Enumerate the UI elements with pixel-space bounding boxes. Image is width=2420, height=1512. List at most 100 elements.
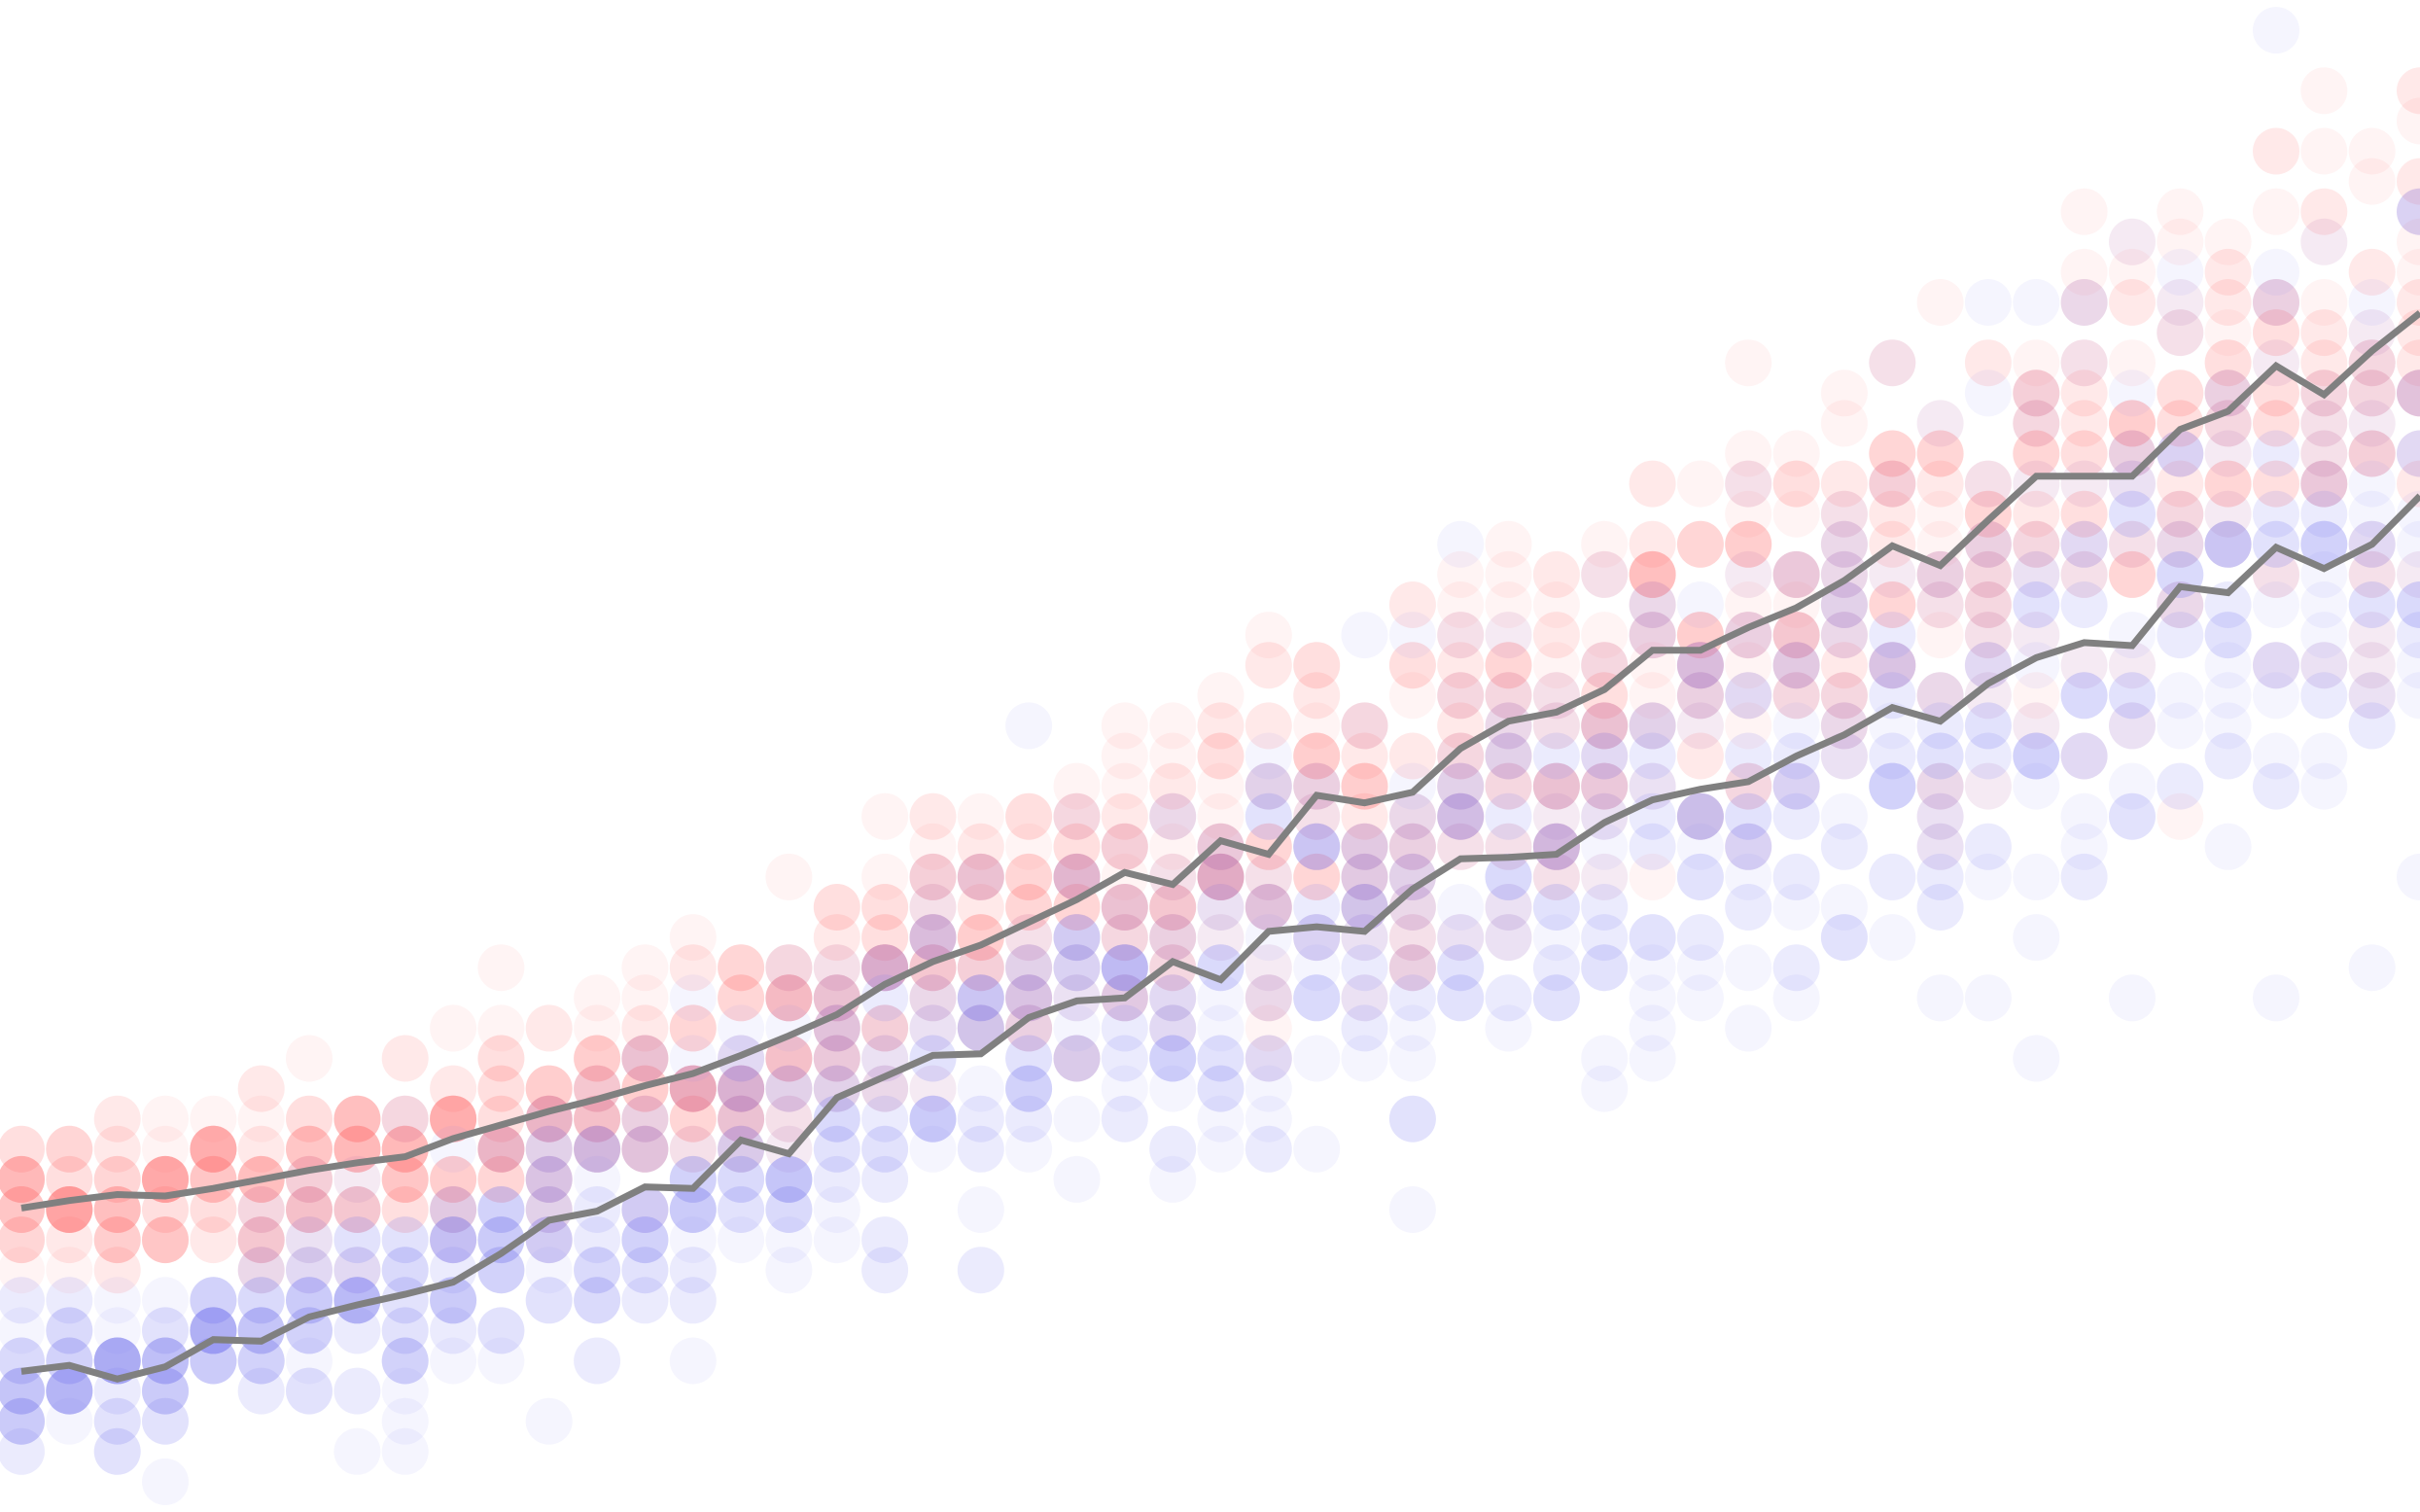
scatter-point	[525, 1277, 573, 1324]
scatter-point	[381, 1035, 429, 1082]
scatter-point	[1581, 1035, 1629, 1082]
scatter-point	[0, 1397, 45, 1445]
scatter-point	[1005, 974, 1053, 1022]
scatter-point	[2060, 430, 2108, 477]
scatter-point	[2157, 369, 2204, 417]
scatter-point	[621, 1216, 669, 1264]
scatter-point	[2060, 430, 2108, 477]
scatter-point	[2204, 339, 2252, 387]
scatter-point	[237, 1337, 285, 1385]
scatter-point	[1629, 672, 1676, 720]
scatter-point	[0, 1427, 45, 1475]
scatter-point	[525, 1065, 573, 1112]
scatter-point	[1581, 702, 1629, 750]
scatter-point	[2109, 520, 2156, 568]
scatter-point	[1916, 490, 1964, 538]
scatter-point	[1388, 823, 1436, 870]
scatter-point	[430, 1186, 477, 1233]
scatter-point	[574, 1216, 621, 1264]
scatter-point	[286, 1247, 333, 1294]
scatter-point	[1293, 974, 1341, 1022]
scatter-point	[1341, 853, 1388, 900]
scatter-point	[957, 823, 1004, 870]
scatter-point	[1101, 1065, 1148, 1112]
scatter-point	[2253, 762, 2299, 810]
scatter-point	[2157, 400, 2204, 447]
scatter-point	[621, 1216, 669, 1264]
scatter-point	[957, 884, 1004, 931]
scatter-point	[2253, 490, 2299, 538]
scatter-point	[2300, 188, 2348, 235]
scatter-point	[1485, 642, 1532, 689]
scatter-point	[1725, 1004, 1772, 1052]
scatter-point	[1916, 672, 1964, 720]
scatter-point	[1485, 581, 1532, 628]
scatter-point	[1101, 944, 1148, 992]
scatter-point	[718, 1125, 765, 1173]
scatter-point	[574, 1216, 621, 1264]
scatter-point	[1101, 944, 1148, 992]
scatter-point	[1485, 762, 1532, 810]
scatter-point	[1245, 1095, 1292, 1143]
scatter-point	[1629, 702, 1676, 750]
scatter-point	[1388, 1035, 1436, 1082]
scatter-point	[1485, 520, 1532, 568]
scatter-point	[0, 1125, 45, 1173]
scatter-point	[1388, 944, 1436, 992]
scatter-point	[957, 823, 1004, 870]
scatter-point	[2109, 642, 2156, 689]
scatter-point	[1725, 550, 1772, 598]
scatter-point	[1772, 612, 1820, 659]
scatter-point	[46, 1367, 93, 1415]
scatter-point	[2300, 672, 2348, 720]
scatter-point	[1341, 944, 1388, 992]
scatter-point	[2109, 762, 2156, 810]
scatter-point	[0, 1367, 45, 1415]
scatter-point	[237, 1216, 285, 1264]
scatter-point	[1869, 762, 1916, 810]
scatter-point	[1676, 520, 1724, 568]
scatter-point	[1437, 792, 1485, 840]
scatter-point	[1725, 823, 1772, 870]
scatter-point	[46, 1216, 93, 1264]
scatter-point	[333, 1095, 381, 1143]
scatter-point	[765, 1065, 813, 1112]
scatter-point	[765, 1065, 813, 1112]
scatter-point	[2157, 702, 2204, 750]
scatter-point	[2397, 67, 2420, 115]
scatter-point	[1629, 702, 1676, 750]
scatter-point	[2013, 914, 2060, 962]
scatter-point	[1869, 642, 1916, 689]
scatter-point	[1485, 732, 1532, 780]
scatter-point	[1916, 792, 1964, 840]
scatter-point	[909, 853, 957, 900]
scatter-point	[1245, 884, 1292, 931]
scatter-point	[1341, 823, 1388, 870]
scatter-point	[1581, 944, 1629, 992]
scatter-point	[1437, 792, 1485, 840]
scatter-point	[2348, 158, 2396, 205]
scatter-point	[861, 1247, 909, 1294]
scatter-point	[2397, 369, 2420, 417]
scatter-point	[2348, 550, 2396, 598]
scatter-point	[718, 1065, 765, 1112]
scatter-point	[2013, 369, 2060, 417]
scatter-point	[1532, 550, 1580, 598]
scatter-point	[1053, 914, 1101, 962]
scatter-point	[430, 1216, 477, 1264]
scatter-point	[142, 1216, 189, 1264]
scatter-point	[1341, 823, 1388, 870]
scatter-point	[957, 1125, 1004, 1173]
scatter-point	[1725, 672, 1772, 720]
scatter-point	[1341, 853, 1388, 900]
scatter-point	[2060, 732, 2108, 780]
scatter-point	[1916, 672, 1964, 720]
scatter-point	[1581, 762, 1629, 810]
scatter-point	[2253, 732, 2299, 780]
scatter-point	[1101, 853, 1148, 900]
scatter-point	[286, 1307, 333, 1354]
scatter-point	[1964, 490, 2012, 538]
scatter-point	[237, 1186, 285, 1233]
scatter-point	[765, 1186, 813, 1233]
